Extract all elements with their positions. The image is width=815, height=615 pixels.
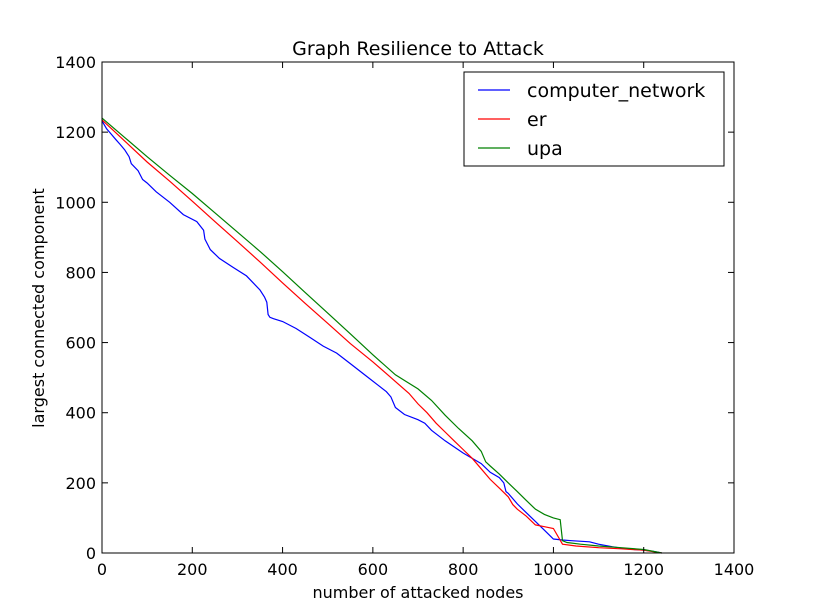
x-axis-ticks: 0 200 400 600 800 1000 1200 1400 (97, 62, 754, 579)
x-tick-label: 800 (448, 560, 479, 579)
x-tick-label: 400 (267, 560, 298, 579)
y-tick-label: 200 (65, 474, 96, 493)
chart-title: Graph Resilience to Attack (292, 38, 544, 60)
x-tick-label: 200 (177, 560, 208, 579)
legend-label: upa (527, 138, 563, 160)
y-tick-label: 1200 (55, 123, 96, 142)
y-tick-label: 1000 (55, 193, 96, 212)
x-tick-label: 0 (97, 560, 107, 579)
x-tick-label: 1000 (533, 560, 574, 579)
y-tick-label: 400 (65, 404, 96, 423)
x-tick-label: 1200 (623, 560, 664, 579)
legend-label: er (527, 109, 547, 131)
y-tick-label: 600 (65, 334, 96, 353)
y-tick-label: 800 (65, 263, 96, 282)
plot-frame (101, 61, 735, 554)
y-tick-label: 0 (86, 544, 96, 563)
x-tick-label: 600 (358, 560, 389, 579)
x-axis-label: number of attacked nodes (312, 583, 523, 602)
y-axis-ticks: 0 200 400 600 800 1000 1200 1400 (55, 53, 734, 563)
series-layer (101, 117, 662, 554)
series-line-upa (101, 117, 662, 554)
legend-label: computer_network (527, 80, 705, 102)
series-line-er (101, 119, 662, 554)
x-tick-label: 1400 (714, 560, 755, 579)
y-tick-label: 1400 (55, 53, 96, 72)
y-axis-label: largest connected component (29, 188, 48, 428)
